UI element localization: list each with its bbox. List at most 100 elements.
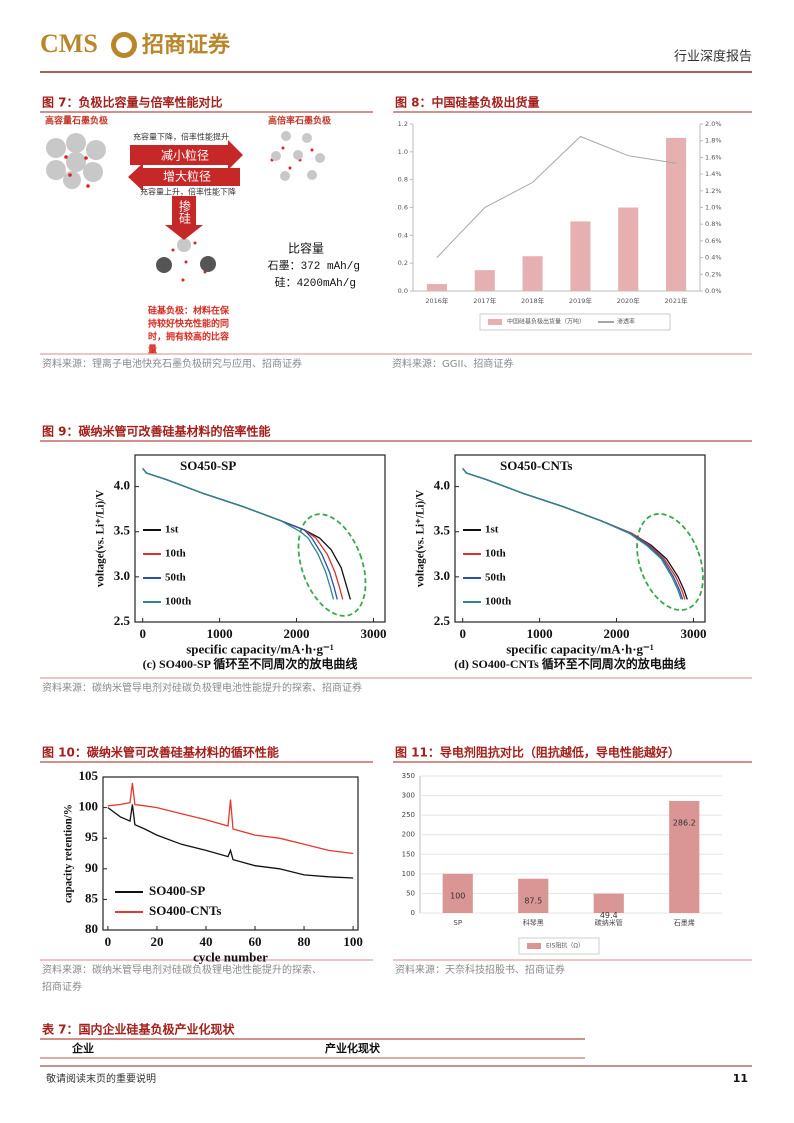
footer-note: 敬请阅读末页的重要说明 — [46, 1072, 156, 1085]
highlight-ellipse — [636, 513, 704, 611]
chart: 2.5 3.0 3.5 4.0 0 1000 2000 3000 specific capaci… — [415, 454, 706, 671]
figure-title: 图 9：碳纳米管可改善硅基材料的倍率性能 — [42, 424, 271, 439]
chart-title: SO450-CNTs — [500, 458, 572, 473]
y-tick-label: 300 — [402, 792, 415, 800]
y2-tick-label: 2.0% — [705, 120, 722, 128]
arrow-left — [128, 163, 240, 191]
diagram-note: 充容量上升，倍率性能下降 — [140, 187, 236, 197]
page-number: 11 — [733, 1072, 748, 1085]
logo-icon-inner — [116, 37, 132, 53]
x-tick-label: 2017年 — [473, 296, 497, 305]
capacity-title: 比容量 — [288, 241, 324, 256]
source: 资料来源：天奈科技招股书、招商证券 — [395, 963, 565, 976]
diagram-label: 高容量石墨负极 — [45, 115, 109, 127]
legend-label: 50th — [485, 572, 506, 584]
legend-label: 1st — [485, 524, 499, 536]
data-label: 100 — [450, 891, 465, 900]
bar — [618, 207, 639, 291]
diagram-note-line: 硅基负极：材料在保 — [148, 305, 230, 317]
y2-tick-label: 0.6% — [705, 237, 722, 245]
legend-label: 100th — [165, 596, 191, 608]
line-series — [142, 468, 335, 600]
bar — [442, 873, 473, 913]
particle — [156, 257, 172, 273]
y-tick-label: 4.0 — [434, 478, 450, 493]
diagram-note-line: 持较好快充性能的同 — [148, 318, 229, 330]
chart-caption: (d) SO400-CNTs 循环至不同周次的放电曲线 — [454, 656, 686, 671]
diagram-note: 充容量下降，倍率性能提升 — [133, 132, 229, 142]
legend-label: EIS阻抗（Ω） — [546, 942, 584, 950]
x-tick-label: 科琴黑 — [523, 918, 544, 927]
y2-tick-label: 1.0% — [705, 204, 722, 212]
x-tick-label: 石墨烯 — [674, 918, 695, 927]
x-tick-label: 3000 — [360, 626, 386, 641]
legend-label: 渗透率 — [617, 318, 635, 326]
plot-frame — [102, 776, 359, 931]
figure-title: 图 7：负极比容量与倍率性能对比 — [42, 95, 223, 110]
bar — [518, 878, 549, 913]
y-tick-label: 1.0 — [398, 148, 408, 156]
x-tick-label: 3000 — [680, 626, 706, 641]
line-series — [107, 804, 354, 879]
chart-title: SO450-SP — [180, 458, 236, 473]
plot-frame — [454, 454, 706, 623]
particle — [200, 256, 216, 272]
x-tick-label: 2018年 — [521, 296, 545, 305]
y-tick-label: 200 — [402, 831, 415, 839]
arrow-label: 掺硅 — [178, 199, 192, 224]
particles-small — [271, 131, 325, 181]
x-tick-label: 0 — [139, 626, 146, 641]
source: 招商证券 — [42, 980, 82, 993]
y-tick-label: 85 — [85, 890, 99, 905]
y-tick-label: 2.5 — [434, 613, 451, 628]
particles-large — [46, 133, 106, 189]
bar — [522, 256, 543, 291]
y-tick-label: 3.5 — [114, 523, 131, 538]
legend-swatch — [527, 943, 541, 949]
y-tick-label: 3.0 — [434, 568, 450, 583]
chart: 80 85 90 95 100 105 0 20 40 60 80 100 cycle number ca… — [63, 768, 363, 965]
x-tick-label: 100 — [343, 934, 363, 949]
legend-label: 中国硅基负极出货量（万吨） — [507, 318, 585, 326]
y-tick-label: 4.0 — [114, 478, 130, 493]
diagram-label: 高倍率石墨负极 — [268, 115, 332, 127]
bar — [669, 800, 700, 913]
legend-frame — [518, 937, 600, 955]
x-tick-label: 1000 — [207, 626, 233, 641]
y-tick-label: 0.8 — [398, 176, 408, 184]
diagram-note-line: 时，拥有较高的比容 — [148, 331, 229, 343]
figure-title: 图 10：碳纳米管可改善硅基材料的循环性能 — [42, 745, 279, 760]
chart: 0.0 0.2 0.4 0.6 0.8 1.0 1.2 0.0% 0.2% 0.4% 0.6% 0.8… — [398, 120, 722, 331]
x-tick-label: 2019年 — [569, 296, 593, 305]
data-label: 286.2 — [673, 818, 696, 827]
plot-frame — [134, 454, 386, 623]
legend-label: 1st — [165, 524, 179, 536]
x-tick-label: 碳纳米管 — [595, 918, 623, 927]
x-tick-label: SP — [453, 919, 462, 927]
y-tick-label: 150 — [402, 850, 415, 858]
particle — [177, 238, 191, 252]
bar — [593, 893, 624, 913]
capacity-value: 硅：4200mAh/g — [275, 276, 356, 290]
bar — [666, 137, 687, 291]
y2-tick-label: 1.8% — [705, 137, 722, 145]
x-axis-title: cycle number — [193, 950, 268, 965]
legend-label: 50th — [165, 572, 186, 584]
table-title: 表 7：国内企业硅基负极产业化现状 — [41, 1022, 236, 1037]
arrow-right — [130, 140, 243, 170]
y-tick-label: 3.0 — [114, 568, 130, 583]
legend-frame — [479, 313, 671, 331]
x-tick-label: 2021年 — [665, 296, 689, 305]
y-tick-label: 0.4 — [398, 231, 408, 239]
bar — [426, 284, 447, 291]
legend-swatch — [488, 319, 502, 325]
bar — [570, 221, 591, 291]
y-tick-label: 0.6 — [398, 204, 408, 212]
y-tick-label: 95 — [85, 829, 99, 844]
y-tick-label: 3.5 — [434, 523, 451, 538]
source: 资料来源：碳纳米管导电剂对硅碳负极锂电池性能提升的探索、 — [42, 963, 322, 976]
figure-title: 图 11：导电剂阻抗对比（阻抗越低，导电性能越好） — [395, 745, 680, 760]
company-name: 招商证券 — [142, 32, 231, 58]
